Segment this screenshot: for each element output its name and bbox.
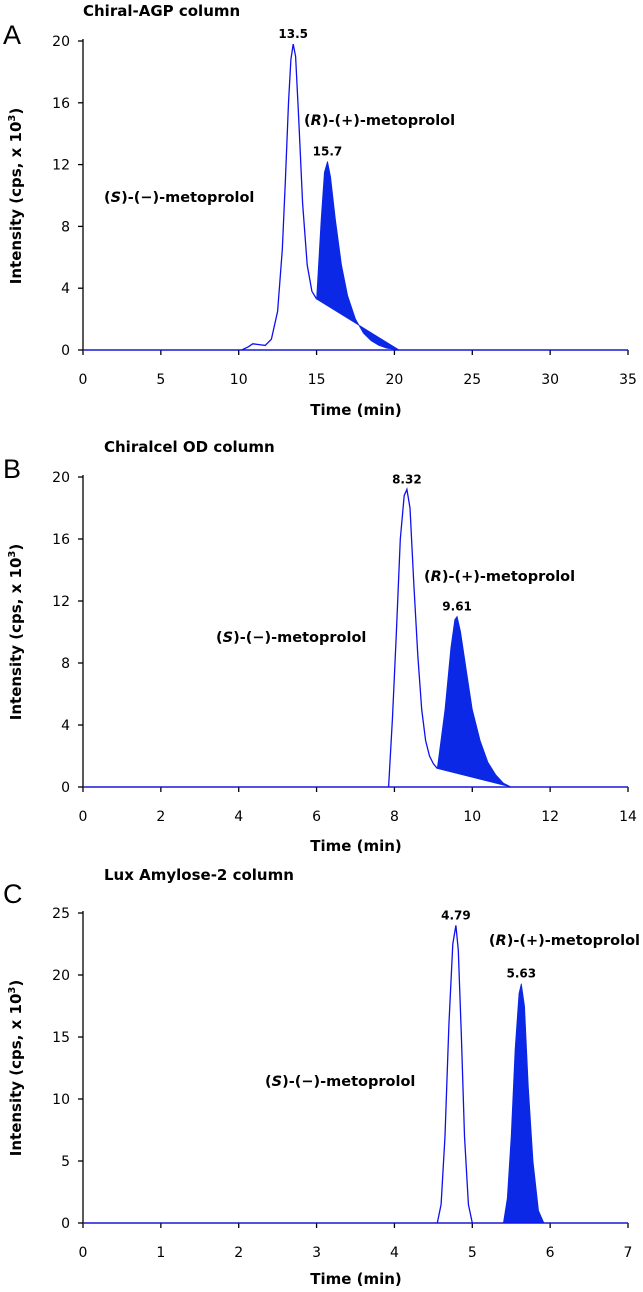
panel-c-y-axis-label: Intensity (cps, x 103)	[7, 980, 25, 1156]
panel-b-y-tick-label: 16	[52, 532, 70, 548]
panel-b-x-tick-label: 10	[463, 809, 481, 825]
panel-c-letter: C	[3, 879, 23, 909]
panel-c-x-tick-label: 6	[546, 1245, 555, 1261]
panel-a-plot: 0 4 8 12 16 20 0 5 10 15 20 25 30 35 13.5 15.7	[52, 27, 637, 388]
panel-a-r-peak-area	[316, 161, 400, 351]
panel-b-x-tick-label: 0	[79, 809, 88, 825]
panel-b-r-label: (R)-(+)-metoprolol	[424, 569, 575, 585]
panel-c-s-peak-label: 4.79	[441, 908, 471, 922]
panel-a-y-tick-label: 20	[52, 34, 70, 50]
panel-a-x-axis-label: Time (min)	[310, 401, 402, 419]
panel-b-r-peak-label: 9.61	[442, 600, 472, 614]
panel-a-y-tick-label: 8	[61, 219, 70, 235]
panel-c-y-tick-label: 25	[52, 906, 70, 922]
panel-c-y-tick-label: 20	[52, 968, 70, 984]
panel-b-x-axis-label: Time (min)	[310, 837, 402, 855]
panel-c-x-tick-label: 7	[624, 1245, 633, 1261]
panel-c-x-axis-label: Time (min)	[310, 1270, 402, 1288]
panel-b-y-tick-label: 4	[61, 718, 70, 734]
panel-c-r-peak-label: 5.63	[507, 967, 537, 981]
panel-b-letter: B	[3, 454, 21, 484]
panel-a-x-tick-label: 30	[541, 372, 559, 388]
panel-b-s-peak-label: 8.32	[392, 472, 422, 486]
panel-c: C Lux Amylose-2 column Intensity (cps, x…	[3, 866, 640, 1288]
panel-a: A Chiral-AGP column Intensity (cps, x 10…	[3, 2, 637, 419]
panel-c-plot: 0 5 10 15 20 25 0 1 2 3 4 5 6 7 4.79 5.63	[52, 906, 632, 1261]
panel-c-x-tick-label: 4	[390, 1245, 399, 1261]
panel-c-y-tick-label: 5	[61, 1154, 70, 1170]
panel-a-x-tick-label: 10	[230, 372, 248, 388]
panel-c-x-tick-label: 0	[79, 1245, 88, 1261]
panel-c-x-tick-label: 1	[156, 1245, 165, 1261]
panel-c-s-label: (S)-(−)-metoprolol	[265, 1074, 415, 1090]
panel-a-y-tick-label: 0	[61, 343, 70, 359]
panel-b: B Chiralcel OD column Intensity (cps, x …	[3, 438, 637, 855]
panel-c-y-tick-label: 10	[52, 1092, 70, 1108]
panel-a-y-tick-label: 4	[61, 281, 70, 297]
panel-c-y-tick-label: 0	[61, 1216, 70, 1232]
panel-a-r-peak-label: 15.7	[313, 145, 343, 159]
panel-b-x-tick-label: 12	[541, 809, 559, 825]
panel-c-r-label: (R)-(+)-metoprolol	[489, 933, 640, 949]
panel-a-x-tick-label: 20	[386, 372, 404, 388]
panel-a-x-tick-label: 35	[619, 372, 637, 388]
panel-a-x-tick-label: 15	[308, 372, 326, 388]
panel-b-x-tick-label: 8	[390, 809, 399, 825]
panel-b-y-tick-label: 0	[61, 780, 70, 796]
panel-b-title: Chiralcel OD column	[104, 438, 275, 456]
panel-b-x-tick-label: 6	[312, 809, 321, 825]
panel-a-r-label: (R)-(+)-metoprolol	[304, 113, 455, 129]
panel-b-y-tick-label: 20	[52, 470, 70, 486]
panel-c-title: Lux Amylose-2 column	[104, 866, 294, 884]
panel-b-x-tick-label: 4	[234, 809, 243, 825]
panel-c-x-tick-label: 3	[312, 1245, 321, 1261]
panel-a-title: Chiral-AGP column	[83, 2, 240, 20]
panel-c-s-peak-trace	[436, 925, 473, 1224]
panel-c-x-tick-label: 2	[234, 1245, 243, 1261]
panel-c-x-tick-label: 5	[468, 1245, 477, 1261]
panel-b-y-tick-label: 8	[61, 656, 70, 672]
panel-a-s-label: (S)-(−)-metoprolol	[104, 190, 254, 206]
panel-b-y-tick-label: 12	[52, 594, 70, 610]
panel-a-y-axis-label: Intensity (cps, x 103)	[7, 108, 25, 284]
panel-c-r-peak-area	[502, 983, 545, 1224]
panel-a-x-tick-label: 5	[156, 372, 165, 388]
panel-a-y-tick-label: 12	[52, 158, 70, 174]
panel-b-r-peak-area	[436, 615, 512, 788]
panel-a-y-tick-label: 16	[52, 96, 70, 112]
panel-b-s-peak-trace	[387, 487, 438, 788]
panel-c-y-tick-label: 15	[52, 1030, 70, 1046]
panel-b-x-tick-label: 14	[619, 809, 637, 825]
panel-a-x-tick-label: 0	[79, 372, 88, 388]
panel-b-x-tick-label: 2	[156, 809, 165, 825]
panel-b-y-axis-label: Intensity (cps, x 103)	[7, 544, 25, 720]
panel-a-s-peak-trace	[241, 43, 318, 351]
panel-a-s-peak-label: 13.5	[278, 27, 308, 41]
panel-b-plot: 0 4 8 12 16 20 0 2 4 6 8 10 12 14 8.32 9.61	[52, 470, 637, 825]
panel-b-s-label: (S)-(−)-metoprolol	[216, 630, 366, 646]
panel-a-letter: A	[3, 20, 21, 50]
panel-a-x-tick-label: 25	[463, 372, 481, 388]
